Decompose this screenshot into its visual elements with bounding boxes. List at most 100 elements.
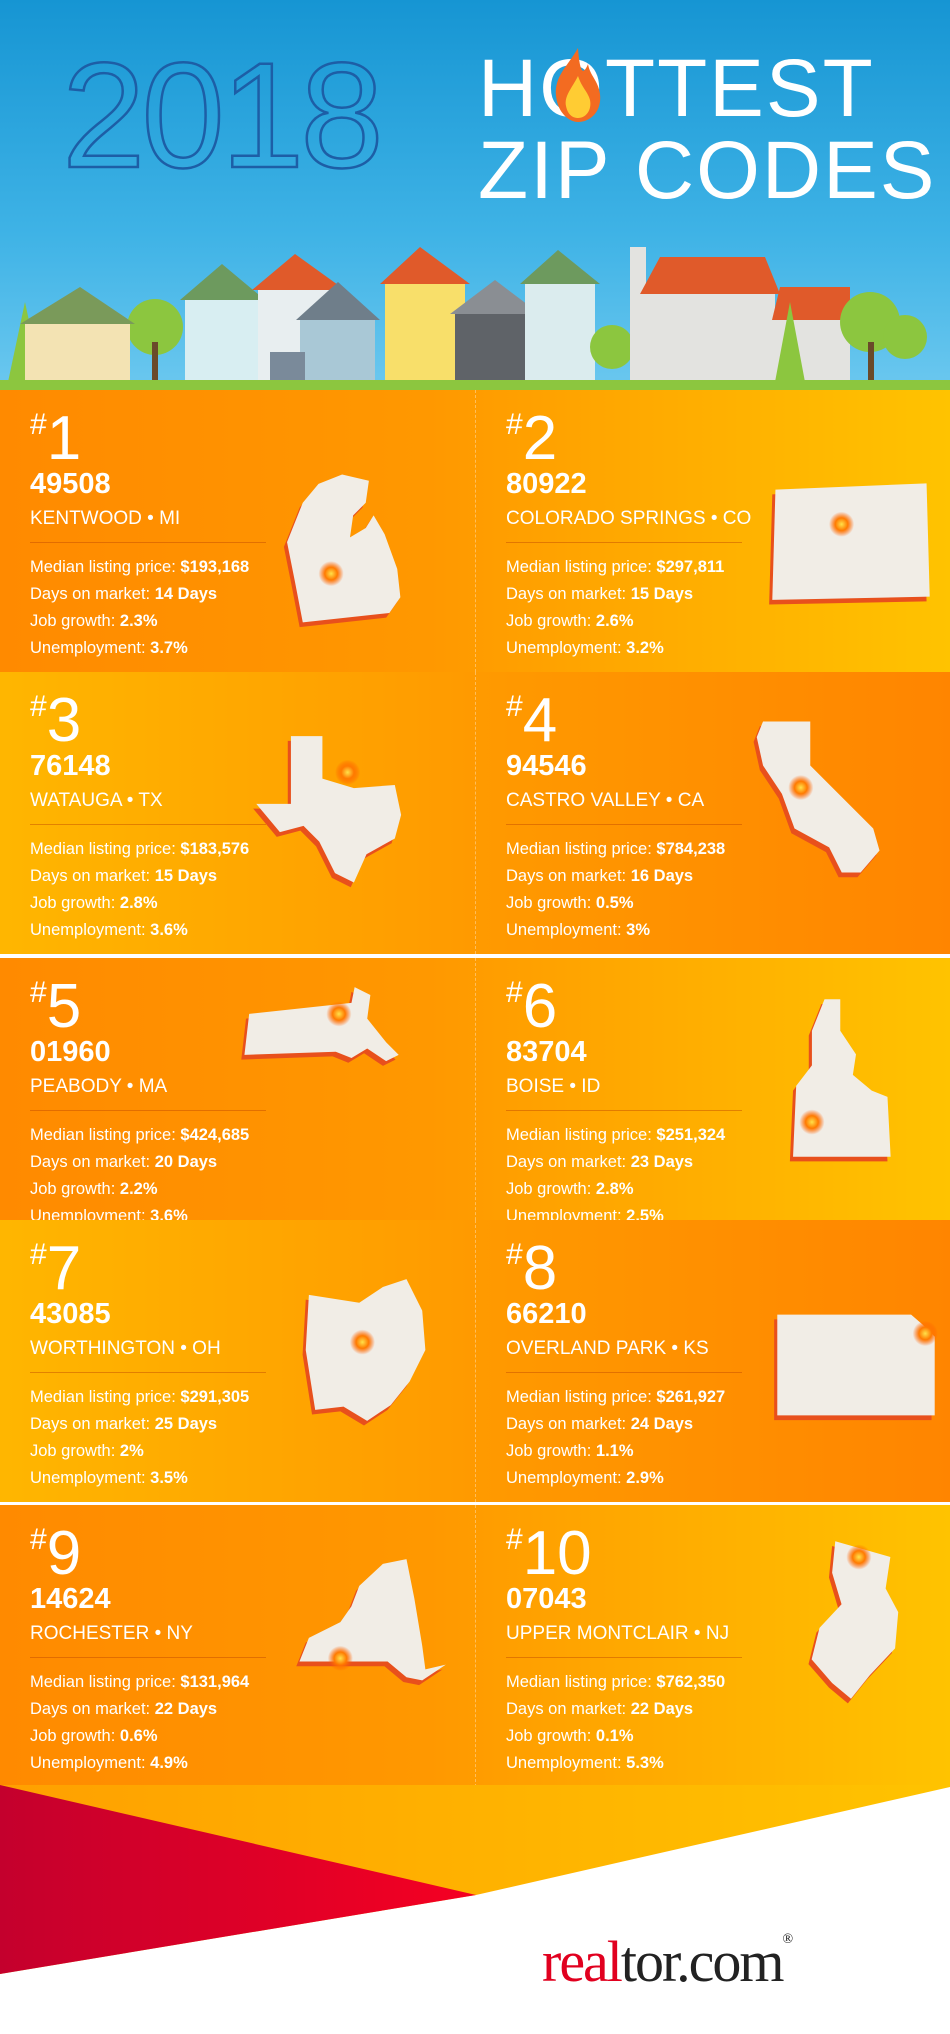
- median-price: Median listing price: $183,576: [30, 840, 250, 858]
- job-growth: Job growth: 0.5%: [506, 894, 634, 912]
- days-on-market: Days on market: 22 Days: [30, 1700, 218, 1718]
- hotspot-marker: [349, 1329, 375, 1355]
- ranking-row: #3 76148 WATAUGA • TX Median listing pri…: [0, 672, 950, 954]
- rank-number: #6: [506, 972, 558, 1041]
- year-title: 2018: [61, 31, 385, 199]
- ranking-row: #5 01960 PEABODY • MA Median listing pri…: [0, 958, 950, 1240]
- days-on-market: Days on market: 14 Days: [30, 585, 218, 603]
- zip-code: 66210: [506, 1298, 587, 1330]
- divider: [506, 824, 742, 825]
- median-price: Median listing price: $784,238: [506, 840, 726, 858]
- hotspot-marker: [327, 1645, 353, 1671]
- median-price: Median listing price: $251,324: [506, 1126, 726, 1144]
- unemployment: Unemployment: 4.9%: [30, 1754, 188, 1772]
- zip-card-1: #1 49508 KENTWOOD • MI Median listing pr…: [0, 390, 475, 672]
- header-banner: 2018 HOTTEST ZIP CODES: [0, 0, 950, 392]
- hotspot-marker: [846, 1544, 872, 1570]
- city-state: BOISE • ID: [506, 1076, 601, 1097]
- divider: [506, 1110, 742, 1111]
- days-on-market: Days on market: 23 Days: [506, 1153, 694, 1171]
- unemployment: Unemployment: 3.5%: [30, 1469, 188, 1487]
- zip-code: 80922: [506, 468, 587, 500]
- zip-code: 14624: [30, 1583, 111, 1615]
- rank-number: #7: [30, 1234, 82, 1303]
- unemployment: Unemployment: 3.2%: [506, 639, 664, 657]
- city-state: UPPER MONTCLAIR • NJ: [506, 1623, 730, 1644]
- rank-number: #4: [506, 686, 558, 755]
- job-growth: Job growth: 1.1%: [506, 1442, 634, 1460]
- city-state: COLORADO SPRINGS • CO: [506, 508, 752, 529]
- job-growth: Job growth: 2.8%: [30, 894, 158, 912]
- kansas-map-icon: [771, 1280, 941, 1450]
- unemployment: Unemployment: 3%: [506, 921, 650, 939]
- new-york-map-icon: [290, 1545, 460, 1715]
- hotspot-marker: [788, 774, 814, 801]
- footer-graphic: [0, 1785, 950, 2034]
- hotspot-marker: [912, 1320, 938, 1347]
- hotspot-marker: [318, 561, 344, 587]
- days-on-market: Days on market: 15 Days: [30, 867, 218, 885]
- unemployment: Unemployment: 3.7%: [30, 639, 188, 657]
- divider: [506, 1372, 742, 1373]
- job-growth: Job growth: 2%: [30, 1442, 144, 1460]
- rank-number: #9: [30, 1519, 82, 1588]
- stats-list: Median listing price: $251,324 Days on m…: [506, 1122, 725, 1230]
- median-price: Median listing price: $131,964: [30, 1673, 250, 1691]
- zip-code: 01960: [30, 1036, 111, 1068]
- days-on-market: Days on market: 22 Days: [506, 1700, 694, 1718]
- job-growth: Job growth: 0.6%: [30, 1727, 158, 1745]
- hotspot-marker: [326, 1001, 352, 1027]
- days-on-market: Days on market: 20 Days: [30, 1153, 218, 1171]
- zip-card-8: #8 66210 OVERLAND PARK • KS Median listi…: [475, 1220, 950, 1502]
- unemployment: Unemployment: 3.6%: [30, 921, 188, 939]
- stats-list: Median listing price: $784,238 Days on m…: [506, 836, 725, 944]
- divider: [30, 1110, 266, 1111]
- zip-code: 76148: [30, 750, 111, 782]
- zip-card-5: #5 01960 PEABODY • MA Median listing pri…: [0, 958, 475, 1240]
- days-on-market: Days on market: 16 Days: [506, 867, 694, 885]
- ohio-map-icon: [290, 1265, 460, 1435]
- zip-card-2: #2 80922 COLORADO SPRINGS • CO Median li…: [475, 390, 950, 672]
- ranking-row: #7 43085 WORTHINGTON • OH Median listing…: [0, 1220, 950, 1502]
- rank-number: #2: [506, 404, 558, 473]
- zip-code: 43085: [30, 1298, 111, 1330]
- days-on-market: Days on market: 15 Days: [506, 585, 694, 603]
- city-state: ROCHESTER • NY: [30, 1623, 193, 1644]
- ranking-row: #9 14624 ROCHESTER • NY Median listing p…: [0, 1505, 950, 1787]
- houses-illustration: [8, 247, 927, 387]
- unemployment: Unemployment: 2.9%: [506, 1469, 664, 1487]
- rank-number: #3: [30, 686, 82, 755]
- zip-code: 94546: [506, 750, 587, 782]
- grass-strip: [0, 380, 950, 392]
- median-price: Median listing price: $291,305: [30, 1388, 250, 1406]
- median-price: Median listing price: $297,811: [506, 558, 725, 576]
- job-growth: Job growth: 2.6%: [506, 612, 634, 630]
- zip-code: 83704: [506, 1036, 587, 1068]
- rank-number: #1: [30, 404, 82, 473]
- stats-list: Median listing price: $261,927 Days on m…: [506, 1384, 725, 1492]
- zip-card-10: #10 07043 UPPER MONTCLAIR • NJ Median li…: [475, 1505, 950, 1787]
- city-state: WATAUGA • TX: [30, 790, 163, 811]
- rank-number: #5: [30, 972, 82, 1041]
- idaho-map-icon: [771, 993, 941, 1163]
- job-growth: Job growth: 2.8%: [506, 1180, 634, 1198]
- zip-card-7: #7 43085 WORTHINGTON • OH Median listing…: [0, 1220, 475, 1502]
- zip-card-3: #3 76148 WATAUGA • TX Median listing pri…: [0, 672, 475, 954]
- stats-list: Median listing price: $183,576 Days on m…: [30, 836, 249, 944]
- median-price: Median listing price: $424,685: [30, 1126, 250, 1144]
- zip-card-4: #4 94546 CASTRO VALLEY • CA Median listi…: [475, 672, 950, 954]
- hotspot-marker: [335, 759, 361, 785]
- city-state: PEABODY • MA: [30, 1076, 168, 1097]
- days-on-market: Days on market: 24 Days: [506, 1415, 694, 1433]
- stats-list: Median listing price: $424,685 Days on m…: [30, 1122, 249, 1230]
- divider: [30, 824, 266, 825]
- title-line-1: HOTTEST: [478, 43, 875, 134]
- massachusetts-map-icon: [235, 973, 405, 1143]
- flame-icon: [555, 48, 601, 122]
- stats-list: Median listing price: $762,350 Days on m…: [506, 1669, 725, 1777]
- realtor-logo: realtor.com®: [542, 1929, 793, 1994]
- divider: [506, 542, 742, 543]
- title-line-2: ZIP CODES: [478, 125, 937, 216]
- ranking-row: #1 49508 KENTWOOD • MI Median listing pr…: [0, 390, 950, 672]
- city-state: WORTHINGTON • OH: [30, 1338, 221, 1359]
